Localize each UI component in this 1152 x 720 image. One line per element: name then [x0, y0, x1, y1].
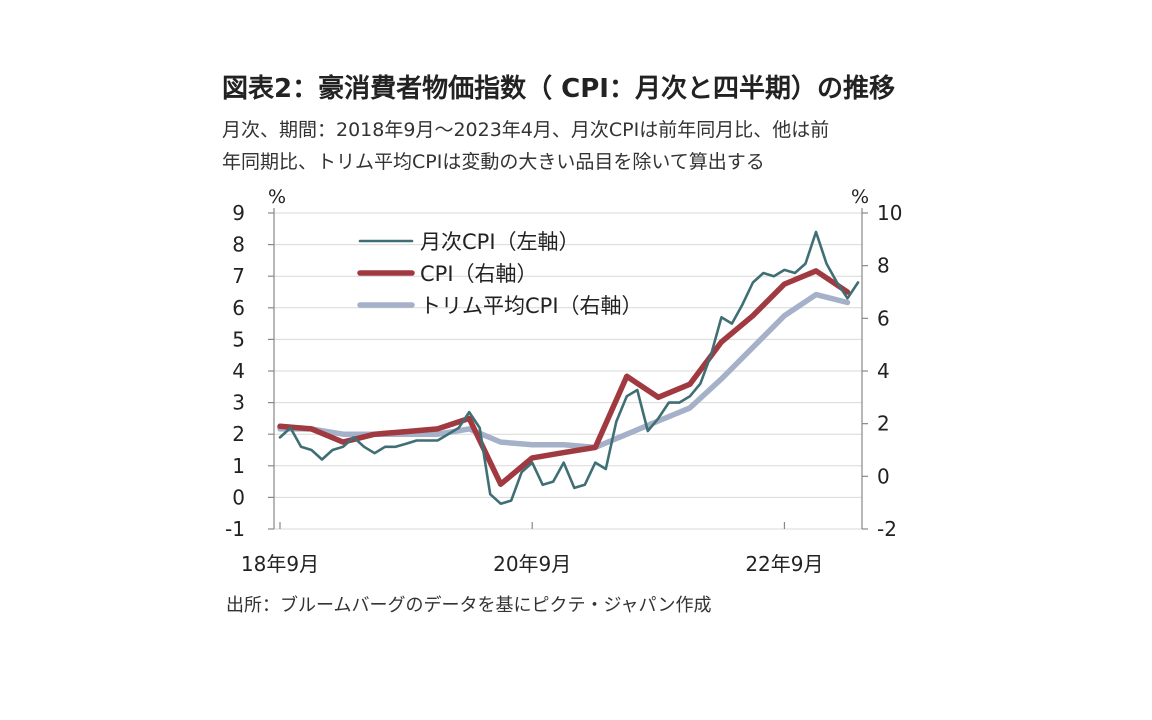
series-line-monthly-cpi: [278, 230, 860, 506]
chart-title: 図表2：豪消費者物価指数（ CPI：月次と四半期）の推移: [222, 74, 895, 104]
left-tick-label: 4: [232, 359, 245, 383]
legend: 月次CPI（左軸） CPI（右軸） トリム平均CPI（右軸）: [357, 230, 643, 318]
left-tick-label: 9: [232, 201, 245, 225]
left-tick-label: 5: [232, 327, 245, 351]
legend-quarterly-cpi-label: CPI（右軸）: [420, 262, 538, 286]
x-tick-label: 18年9月: [241, 552, 319, 576]
left-tick-label: 2: [232, 422, 245, 446]
x-tick-label: 20年9月: [493, 552, 571, 576]
right-tick-label: 0: [877, 464, 890, 488]
chart-subtitle-line2: 年同期比、トリム平均CPIは変動の大きい品目を除いて算出する: [222, 151, 765, 173]
right-tick-label: 10: [877, 201, 902, 225]
left-tick-label: 8: [232, 233, 245, 257]
legend-trimmed-mean-cpi-label: トリム平均CPI（右軸）: [420, 294, 643, 318]
chart-source-note: 出所：ブルームバーグのデータを基にピクテ・ジャパン作成: [226, 595, 712, 616]
chart-subtitle-line1: 月次、期間：2018年9月～2023年4月、月次CPIは前年同月比、他は前: [222, 119, 830, 141]
left-tick-label: 7: [232, 264, 245, 288]
left-axis-unit: %: [268, 186, 286, 208]
left-tick-label: 3: [232, 391, 245, 415]
x-tick-label: 22年9月: [745, 552, 823, 576]
right-tick-label: 2: [877, 412, 890, 436]
right-tick-label: -2: [877, 517, 897, 541]
right-tick-label: 6: [877, 306, 890, 330]
left-tick-label: 6: [232, 296, 245, 320]
left-tick-label: 0: [232, 485, 245, 509]
right-tick-label: 8: [877, 254, 890, 278]
legend-monthly-cpi-label: 月次CPI（左軸）: [420, 230, 580, 254]
left-tick-label: 1: [232, 454, 245, 478]
right-tick-label: 4: [877, 359, 890, 383]
right-axis-unit: %: [851, 186, 869, 208]
series-lines: [277, 230, 860, 506]
gridlines: [274, 212, 862, 530]
left-tick-label: -1: [225, 517, 245, 541]
series-line-quarterly-cpi: [277, 268, 851, 487]
